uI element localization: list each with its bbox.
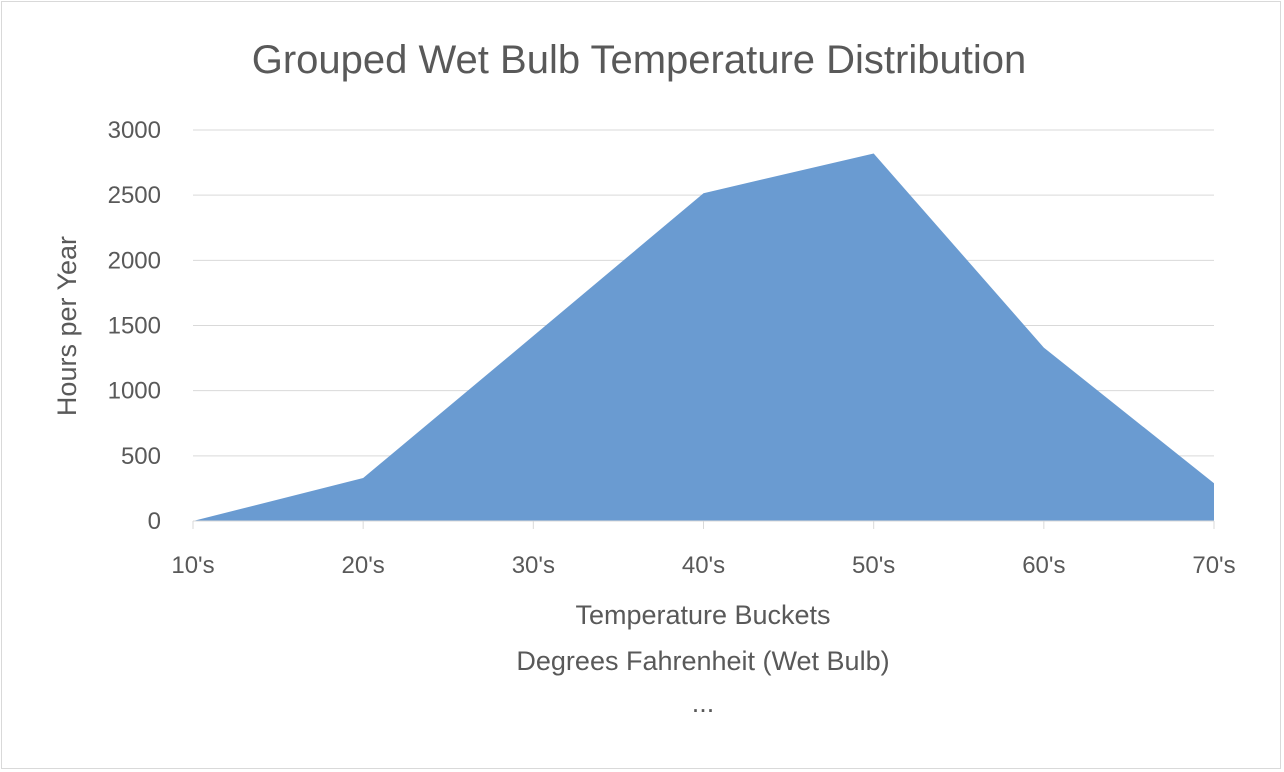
x-tick-label: 70's	[1192, 552, 1235, 579]
x-tick-label: 10's	[171, 552, 214, 579]
y-tick-label: 1000	[108, 378, 161, 405]
y-tick-label: 3000	[108, 117, 161, 144]
y-axis: 0 500 1000 1500 2000 2500 3000	[108, 117, 161, 535]
chart-title: Grouped Wet Bulb Temperature Distributio…	[252, 38, 1026, 82]
x-axis-label-line-1: Temperature Buckets	[575, 600, 830, 630]
y-tick-label: 0	[148, 508, 161, 535]
x-tick-label: 40's	[682, 552, 725, 579]
x-tick-label: 30's	[512, 552, 555, 579]
area-fill	[193, 153, 1214, 521]
x-axis-label-line-3: ...	[692, 688, 715, 718]
x-axis-label-line-2: Degrees Fahrenheit (Wet Bulb)	[516, 646, 889, 676]
y-tick-label: 1500	[108, 313, 161, 340]
area-series	[193, 153, 1214, 521]
y-tick-label: 2500	[108, 182, 161, 209]
y-tick-label: 500	[121, 443, 161, 470]
x-tick-label: 50's	[852, 552, 895, 579]
x-tick-label: 60's	[1022, 552, 1065, 579]
x-axis: 10's 20's 30's 40's 50's 60's 70's	[171, 520, 1236, 579]
y-axis-label: Hours per Year	[52, 236, 82, 416]
y-tick-label: 2000	[108, 247, 161, 274]
x-tick-label: 20's	[342, 552, 385, 579]
